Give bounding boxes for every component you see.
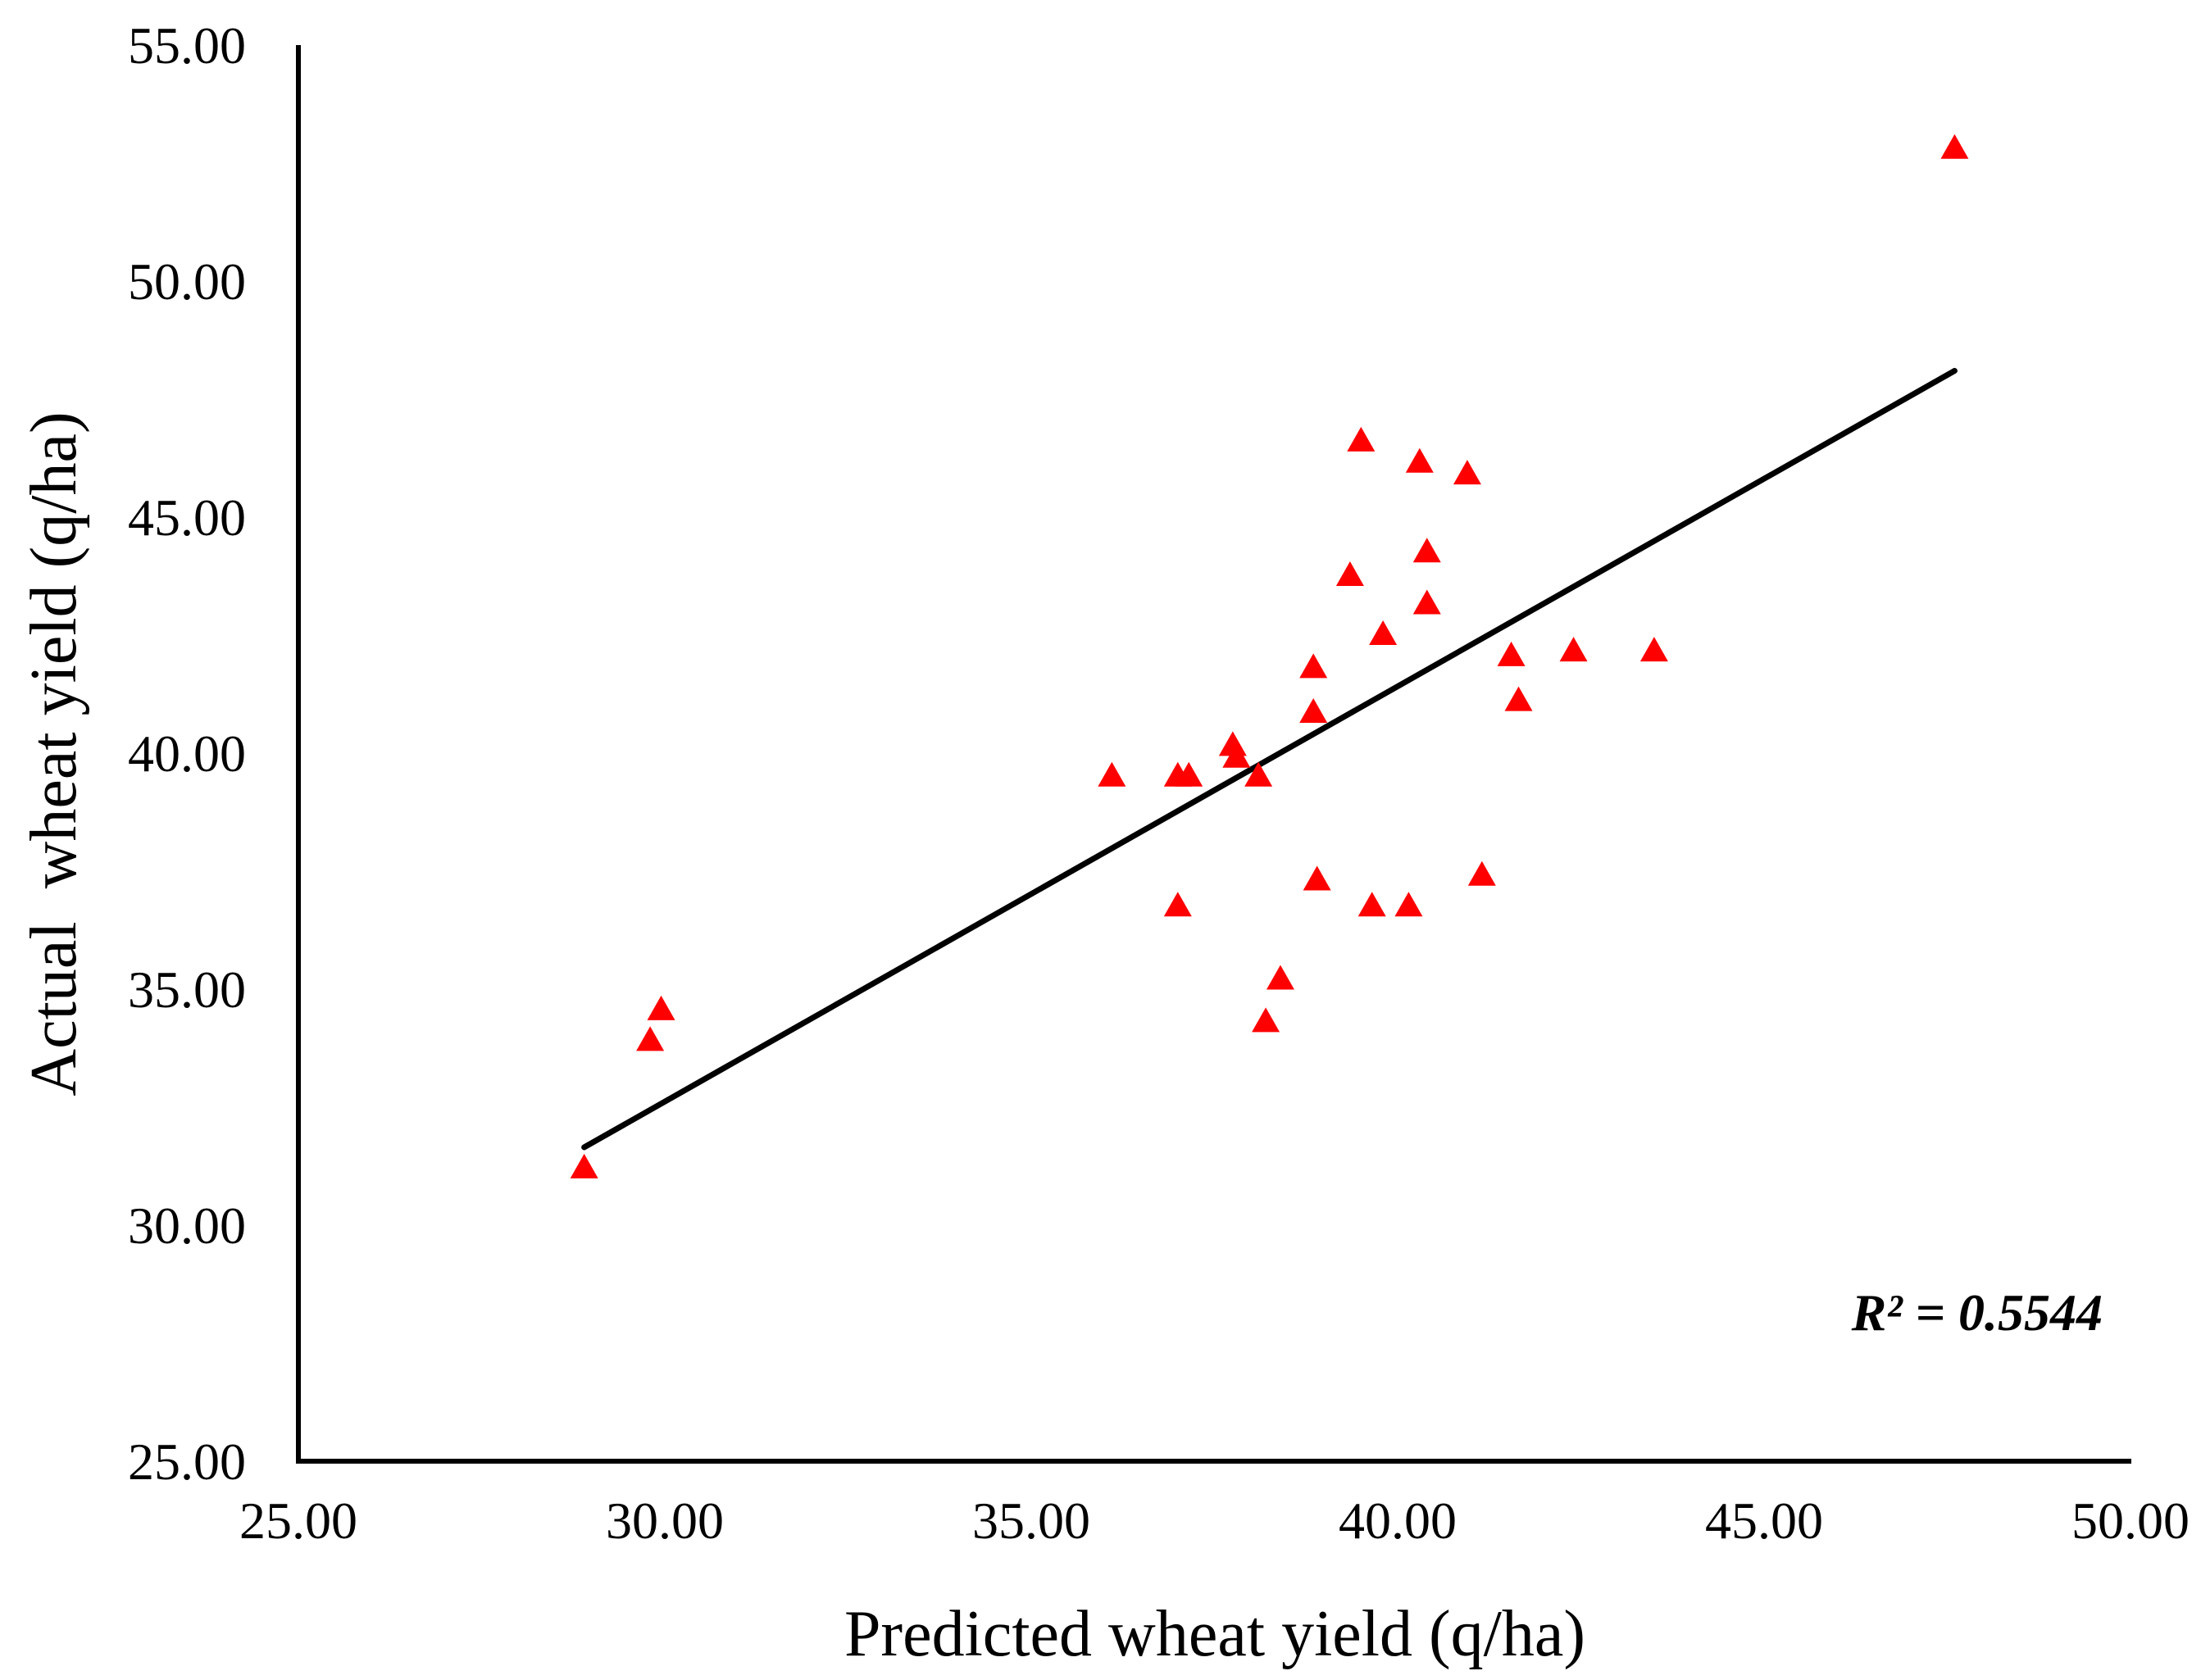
- data-point: [1369, 620, 1398, 645]
- data-point: [570, 1153, 598, 1178]
- y-tick-label: 50.00: [128, 252, 246, 311]
- data-point: [1335, 561, 1364, 586]
- y-tick-label: 30.00: [128, 1196, 246, 1255]
- x-axis-title: Predicted wheat yield (q/ha): [844, 1598, 1585, 1670]
- data-point: [1175, 761, 1203, 787]
- y-tick-label: 55.00: [128, 16, 246, 75]
- x-tick-label: 45.00: [1705, 1492, 1823, 1550]
- y-tick-label: 40.00: [128, 724, 246, 783]
- data-point: [1412, 589, 1441, 615]
- data-point: [1467, 860, 1496, 886]
- data-point: [1266, 965, 1294, 990]
- data-point: [1412, 538, 1441, 563]
- y-axis-title: Actual wheat yield (q/ha): [18, 411, 90, 1096]
- data-point: [1299, 653, 1328, 679]
- data-point: [636, 1026, 665, 1051]
- y-tick-label: 45.00: [128, 488, 246, 547]
- data-point: [1940, 134, 1969, 159]
- data-point: [1405, 447, 1434, 473]
- data-point: [1504, 686, 1533, 711]
- data-point: [1559, 637, 1588, 662]
- data-point: [1244, 761, 1273, 787]
- data-point: [1299, 698, 1328, 724]
- data-point: [1252, 1007, 1280, 1033]
- data-points: [570, 134, 1969, 1178]
- data-point: [1303, 865, 1331, 891]
- r-squared-annotation: R² = 0.5544: [1851, 1283, 2103, 1342]
- data-point: [1098, 761, 1126, 787]
- x-tick-label: 30.00: [606, 1492, 724, 1550]
- y-tick-label: 35.00: [128, 960, 246, 1019]
- data-point: [1394, 892, 1423, 917]
- data-point: [1639, 637, 1668, 662]
- y-tick-label: 25.00: [128, 1433, 246, 1491]
- data-point: [1497, 641, 1526, 666]
- x-tick-label: 35.00: [972, 1492, 1090, 1550]
- x-tick-label: 50.00: [2071, 1492, 2190, 1550]
- data-point: [1453, 460, 1481, 485]
- data-point: [1347, 426, 1376, 452]
- data-point: [647, 995, 675, 1020]
- data-point: [1163, 892, 1192, 917]
- data-point: [1222, 742, 1251, 768]
- data-point: [1357, 892, 1386, 917]
- trendline: [581, 367, 1958, 1151]
- y-tick-labels: 25.00 30.00 35.00 40.00 45.00 50.00 55.00: [128, 16, 246, 1491]
- x-tick-labels: 25.00 30.00 35.00 40.00 45.00 50.00: [239, 1492, 2190, 1550]
- x-tick-label: 25.00: [239, 1492, 357, 1550]
- x-tick-label: 40.00: [1339, 1492, 1457, 1550]
